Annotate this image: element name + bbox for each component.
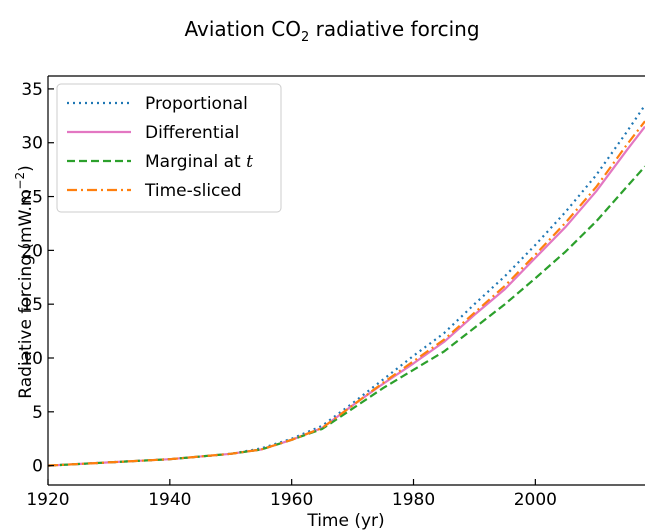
legend-label-marginal-at-t-italic: t <box>246 152 253 172</box>
y-tick-label: 30 <box>21 134 43 154</box>
x-axis-label: Time (yr) <box>306 511 384 530</box>
series-group <box>48 104 645 467</box>
legend-label-proportional: Proportional <box>145 94 248 114</box>
series-line-marginal-at-t <box>48 165 645 467</box>
chart-title-suffix: radiative forcing <box>309 17 479 41</box>
y-axis-label: Radiative forcing (mW.m−2) <box>13 165 36 399</box>
y-tick-label: 10 <box>21 349 43 369</box>
legend-label-marginal-at-t: Marginal at t <box>145 152 253 172</box>
chart-title-subscript: 2 <box>301 30 309 45</box>
legend-frame <box>56 83 282 213</box>
chart-title: Aviation CO2 radiative forcing <box>184 17 479 45</box>
y-tick-label: 25 <box>21 188 43 208</box>
legend-label-time-sliced: Time-sliced <box>144 181 242 201</box>
series-line-proportional <box>48 104 645 467</box>
x-tick-label: 1940 <box>148 490 191 510</box>
x-tick-label: 2000 <box>514 490 557 510</box>
x-tick-label: 1960 <box>270 490 313 510</box>
legend-label-differential: Differential <box>145 123 239 143</box>
plot-area: 0 5 10 15 20 25 30 35 1920 1940 1960 1980 2000 <box>21 75 645 510</box>
chart-title-main: Aviation CO <box>184 17 301 41</box>
y-axis-label-main: Radiative forcing (mW.m <box>16 190 36 399</box>
y-axis-label-superscript: −2 <box>13 172 27 190</box>
legend-label-marginal-at-t-prefix: Marginal at <box>145 152 246 172</box>
y-tick-label: 5 <box>32 403 43 423</box>
y-tick-label: 20 <box>21 241 43 261</box>
x-tick-label: 1920 <box>26 490 69 510</box>
x-tick-label: 1980 <box>392 490 435 510</box>
y-axis-label-suffix: ) <box>16 165 36 172</box>
y-tick-label: 35 <box>21 80 43 100</box>
y-tick-label: 0 <box>32 457 43 477</box>
series-line-time-sliced <box>48 120 645 467</box>
y-tick-label: 15 <box>21 295 43 315</box>
